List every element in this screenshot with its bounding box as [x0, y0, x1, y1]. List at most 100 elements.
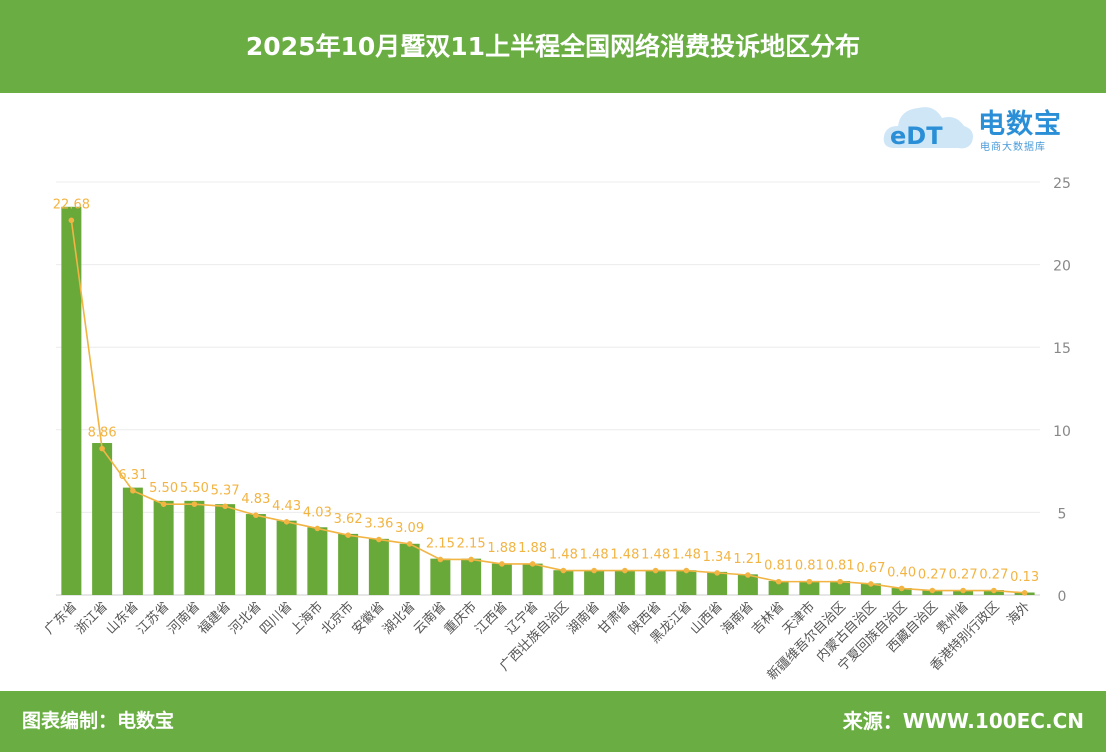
y-tick-label: 15 — [1053, 341, 1071, 357]
data-label: 4.43 — [272, 499, 301, 514]
line-point — [991, 587, 997, 594]
line-point — [622, 567, 628, 574]
data-label: 1.48 — [672, 548, 701, 563]
line-point — [191, 501, 198, 507]
bar — [338, 533, 359, 595]
data-label: 6.31 — [118, 468, 147, 483]
line-point — [130, 487, 136, 494]
x-tick-label: 湖南省 — [564, 599, 603, 638]
logo-subtitle: 电商大数据库 — [980, 142, 1046, 153]
line-point — [960, 587, 966, 594]
y-tick-label: 0 — [1058, 589, 1067, 605]
data-label: 0.27 — [918, 568, 947, 583]
bar — [891, 588, 912, 595]
line-point — [499, 561, 505, 567]
svg-text:eDT: eDT — [890, 122, 943, 150]
bar — [707, 571, 728, 595]
x-tick-label: 福建省 — [196, 599, 234, 637]
bar — [768, 580, 789, 595]
bar — [645, 570, 666, 595]
line-point — [222, 503, 228, 510]
y-tick-label: 10 — [1053, 424, 1071, 440]
bar — [92, 443, 113, 595]
x-tick-label: 河北省 — [227, 599, 265, 637]
line-point — [591, 567, 597, 574]
data-label: 1.48 — [610, 548, 639, 563]
data-label: 1.34 — [703, 550, 732, 565]
data-label: 0.67 — [856, 561, 885, 576]
data-label: 5.50 — [149, 481, 178, 496]
x-tick-label: 广东省 — [42, 599, 80, 637]
x-tick-label: 甘肃省 — [596, 599, 634, 637]
header-bar: 2025年10月暨双11上半程全国网络消费投诉地区分布 — [0, 0, 1106, 93]
bar — [491, 563, 512, 595]
line-point — [652, 567, 659, 574]
data-label: 3.62 — [334, 512, 363, 527]
line-point — [468, 556, 474, 563]
x-tick-label: 河南省 — [164, 599, 203, 638]
line-point — [253, 512, 259, 519]
x-tick-label: 安徽省 — [350, 599, 388, 637]
line-point — [376, 536, 382, 543]
x-tick-label: 海南省 — [718, 599, 757, 638]
y-tick-label: 25 — [1053, 176, 1071, 192]
data-label: 1.88 — [487, 541, 516, 556]
line-point — [160, 501, 167, 507]
data-source: 来源：WWW.100EC.CN — [842, 709, 1084, 733]
x-tick-label: 四川省 — [257, 599, 295, 637]
data-label: 1.88 — [518, 541, 547, 556]
series-line — [70, 220, 1025, 594]
line-point — [283, 519, 290, 525]
data-label: 5.50 — [180, 481, 209, 496]
x-tick-label: 重庆市 — [441, 599, 480, 638]
bar — [307, 527, 328, 595]
bar — [184, 500, 205, 595]
line-point — [99, 445, 105, 452]
line-point — [683, 567, 690, 574]
data-label: 0.27 — [949, 568, 978, 583]
line-point — [775, 578, 782, 585]
data-label: 0.81 — [795, 559, 824, 574]
line-point — [314, 525, 321, 532]
x-tick-label: 山东省 — [104, 599, 142, 637]
bar — [276, 520, 297, 595]
data-label: 0.40 — [887, 565, 916, 580]
bar — [461, 558, 482, 595]
bar — [368, 538, 389, 595]
data-label: 4.03 — [303, 505, 332, 520]
bar — [430, 558, 451, 595]
line-point — [714, 570, 720, 576]
x-tick-label: 江苏省 — [134, 599, 173, 638]
bar — [522, 563, 543, 595]
line-point — [1021, 590, 1028, 596]
line-point — [898, 585, 905, 592]
data-label: 1.48 — [580, 548, 609, 563]
data-label: 22.68 — [53, 197, 90, 212]
bar — [61, 206, 82, 595]
data-label: 1.48 — [641, 548, 670, 563]
chart-title: 2025年10月暨双11上半程全国网络消费投诉地区分布 — [245, 32, 861, 61]
bar — [860, 583, 881, 595]
bar — [553, 570, 574, 595]
cloud-edt-logo-icon: eDT — [883, 107, 973, 150]
line-point — [68, 217, 75, 224]
line-point — [806, 578, 813, 585]
data-label: 0.27 — [979, 568, 1008, 583]
x-tick-label: 山西省 — [688, 599, 726, 637]
brand-logo: eDT 电数宝 电商大数据库 — [880, 96, 1090, 160]
x-tick-label: 海外 — [1004, 599, 1033, 628]
bar — [737, 574, 758, 595]
data-label: 4.83 — [241, 492, 270, 507]
bar — [245, 514, 266, 595]
data-label: 1.21 — [733, 552, 762, 567]
chart-credit: 图表编制：电数宝 — [22, 710, 175, 732]
line-point — [529, 561, 536, 567]
x-tick-label: 浙江省 — [73, 599, 111, 637]
bar — [215, 504, 236, 595]
data-label: 5.37 — [211, 483, 240, 498]
line-point — [929, 587, 936, 594]
y-tick-label: 5 — [1058, 506, 1067, 522]
logo-brand-name: 电数宝 — [978, 109, 1062, 140]
line-point — [437, 556, 444, 563]
